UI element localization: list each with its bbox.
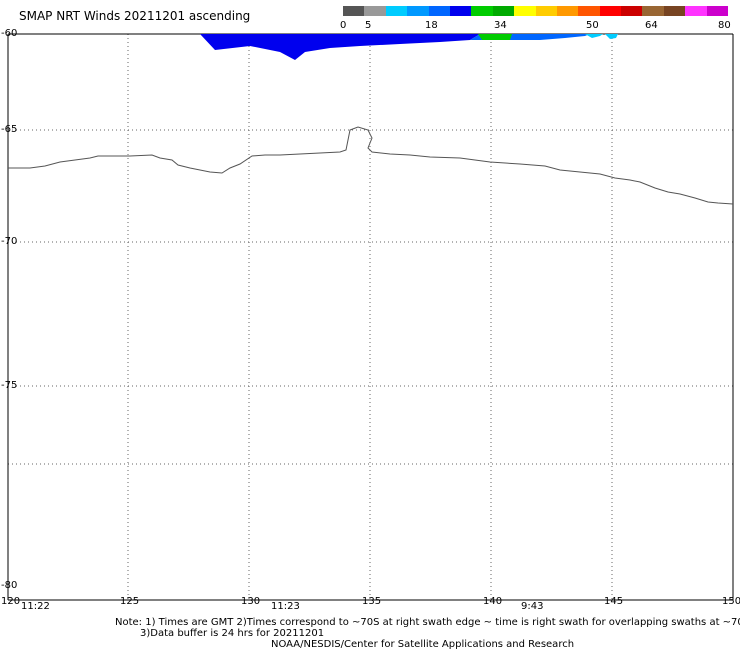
colorbar-segment xyxy=(685,6,707,16)
colorbar-label: 0 xyxy=(340,20,347,31)
colorbar-segment xyxy=(449,6,472,16)
colorbar-label: 64 xyxy=(645,20,658,31)
colorbar-label: 50 xyxy=(586,20,599,31)
colorbar-segment xyxy=(599,6,622,16)
lat-label: -75 xyxy=(1,380,18,391)
swath-light xyxy=(585,34,603,38)
lat-label: -60 xyxy=(1,28,18,39)
colorbar-segment xyxy=(663,6,686,16)
lat-label: -65 xyxy=(1,124,18,135)
swath-light xyxy=(605,34,618,39)
lat-label: -70 xyxy=(1,236,18,247)
colorbar-segment xyxy=(514,6,536,16)
time-label: 9:43 xyxy=(521,601,544,612)
map-title: SMAP NRT Winds 20211201 ascending xyxy=(19,9,251,23)
time-label: 11:22 xyxy=(21,601,50,612)
colorbar-segment xyxy=(428,6,450,16)
colorbar-segment xyxy=(556,6,579,16)
colorbar-segment xyxy=(578,6,600,16)
lat-label: -80 xyxy=(1,580,18,591)
colorbar-segment xyxy=(407,6,429,16)
colorbar-segment xyxy=(621,6,643,16)
antarctic-coastline xyxy=(8,126,734,205)
colorbar-segment xyxy=(535,6,557,16)
lon-label: 145 xyxy=(604,596,624,607)
colorbar-segment xyxy=(706,6,729,16)
colorbar-label: 34 xyxy=(494,20,507,31)
swath-strong xyxy=(200,34,480,60)
colorbar-segment xyxy=(343,6,365,16)
lon-label: 140 xyxy=(483,596,503,607)
swath-green xyxy=(478,34,512,40)
note-line-3: NOAA/NESDIS/Center for Satellite Applica… xyxy=(271,639,575,650)
wind-swath xyxy=(200,34,618,60)
colorbar-segment xyxy=(492,6,515,16)
colorbar-segment xyxy=(642,6,664,16)
colorbar-segment xyxy=(385,6,408,16)
lon-label: 150 xyxy=(722,596,740,607)
colorbar-label: 18 xyxy=(425,20,438,31)
time-label: 11:23 xyxy=(271,601,300,612)
colorbar-label: 5 xyxy=(365,20,372,31)
note-line-1: Note: 1) Times are GMT 2)Times correspon… xyxy=(115,617,740,628)
lon-label: 130 xyxy=(241,596,261,607)
colorbar-labels: 0 5 18 34 50 64 80 xyxy=(0,0,740,40)
note-line-2: 3)Data buffer is 24 hrs for 20211201 xyxy=(140,628,325,639)
wind-speed-colorbar xyxy=(343,6,729,16)
graticule xyxy=(8,34,733,600)
colorbar-segment xyxy=(364,6,386,16)
lon-label: 125 xyxy=(120,596,140,607)
colorbar-label: 80 xyxy=(718,20,731,31)
colorbar-segment xyxy=(471,6,493,16)
lon-label: 120 xyxy=(1,596,21,607)
lon-label: 135 xyxy=(362,596,382,607)
